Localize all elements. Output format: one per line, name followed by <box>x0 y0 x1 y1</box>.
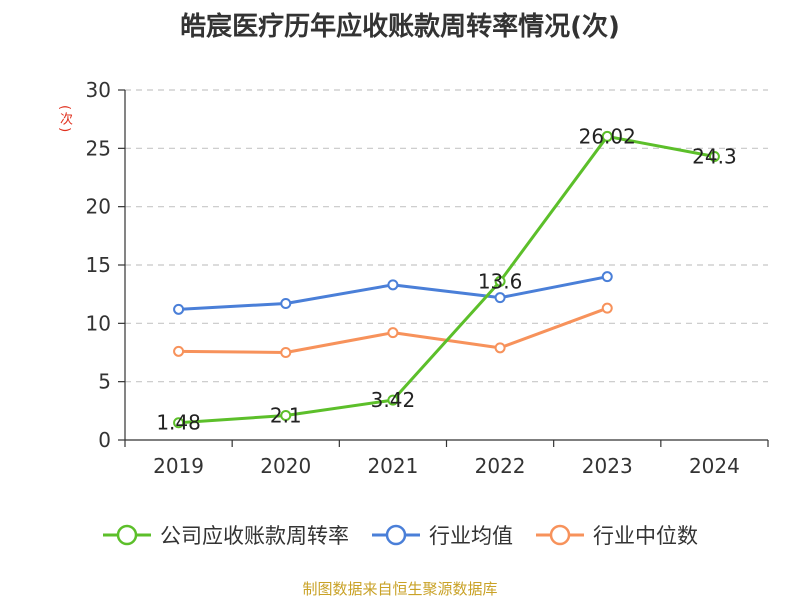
data-point <box>494 275 506 287</box>
data-point <box>280 347 292 358</box>
data-point <box>601 302 613 314</box>
x-tick-label: 2023 <box>582 454 633 478</box>
data-label: 1.48 <box>156 411 201 435</box>
data-point <box>601 271 613 283</box>
data-point <box>494 342 506 354</box>
y-tick-label: 25 <box>86 136 111 160</box>
series-line <box>178 134 715 425</box>
y-tick-label: 0 <box>98 428 111 452</box>
y-tick-label: 5 <box>98 370 111 394</box>
data-point <box>708 151 720 162</box>
legend-swatch <box>372 524 420 546</box>
legend-swatch-marker <box>116 524 138 546</box>
data-point <box>280 410 292 421</box>
x-tick-label: 2024 <box>689 454 740 478</box>
y-tick-label: 20 <box>86 195 111 219</box>
data-label: 26.02 <box>579 124 636 148</box>
data-point <box>387 327 399 339</box>
legend-item: 行业均值 <box>371 520 513 550</box>
data-point <box>173 345 185 357</box>
data-point <box>494 292 506 304</box>
data-point <box>601 130 613 142</box>
x-tick-label: 2020 <box>260 454 311 478</box>
data-point <box>387 279 399 291</box>
line-chart: 0 5 10 15 20 25 30 2019 2020 2021 2022 2023 2024 1.4… <box>86 78 769 478</box>
legend-item: 行业中位数 <box>535 520 698 550</box>
x-tick-label: 2019 <box>153 454 204 478</box>
data-point <box>387 394 399 406</box>
legend-swatch <box>103 524 151 546</box>
data-point <box>173 303 185 315</box>
y-tick-label: 30 <box>86 78 111 102</box>
data-label: 3.42 <box>371 388 416 412</box>
legend-label: 公司应收账款周转率 <box>160 524 349 548</box>
legend-label: 行业中位数 <box>593 524 698 548</box>
y-axis-unit: (次) <box>57 105 72 135</box>
legend-swatch-marker <box>549 524 571 546</box>
legend-swatch-marker <box>385 524 407 546</box>
y-tick-label: 10 <box>86 311 111 335</box>
data-point <box>280 298 292 309</box>
x-tick-label: 2022 <box>475 454 526 478</box>
legend-item: 公司应收账款周转率 <box>102 520 349 550</box>
data-label: 2.1 <box>270 404 302 428</box>
chart-legend: 公司应收账款周转率 行业均值 行业中位数 <box>0 520 800 550</box>
data-label: 13.6 <box>478 269 523 293</box>
data-point <box>173 417 185 429</box>
legend-swatch <box>536 524 584 546</box>
y-tick-label: 15 <box>86 253 111 277</box>
data-label: 24.3 <box>692 145 737 169</box>
chart-title: 皓宸医疗历年应收账款周转率情况(次) <box>180 12 620 42</box>
data-source-note: 制图数据来自恒生聚源数据库 <box>302 580 498 598</box>
x-tick-label: 2021 <box>367 454 418 478</box>
legend-label: 行业均值 <box>429 524 513 548</box>
